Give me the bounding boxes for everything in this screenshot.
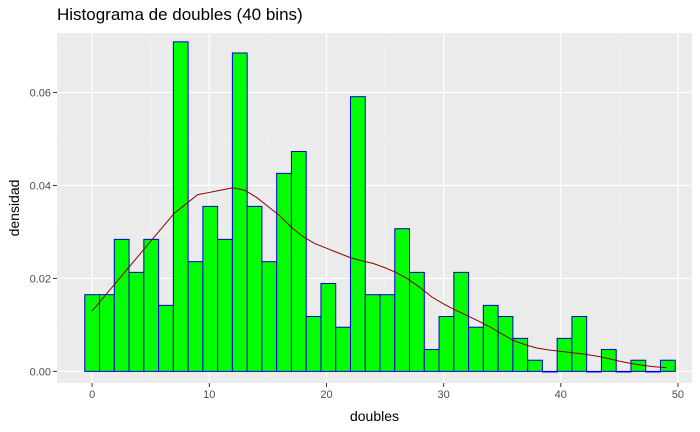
histogram-bar [468, 326, 484, 372]
histogram-bar [246, 205, 263, 372]
histogram-bar [172, 41, 189, 372]
histogram-bar [571, 316, 588, 372]
histogram-bar [659, 359, 676, 372]
y-tick-label: 0.06 [30, 87, 51, 99]
histogram-bar [158, 304, 174, 372]
histogram-bar [113, 238, 130, 372]
histogram-bar [600, 349, 617, 372]
histogram-bar [394, 228, 411, 372]
histogram-bar [423, 349, 440, 372]
histogram-bar [645, 370, 661, 373]
histogram-bar [409, 271, 425, 372]
histogram-bars [84, 41, 676, 373]
histogram-bar [527, 359, 543, 372]
histogram-bar [512, 337, 529, 372]
y-tick-label: 0.04 [30, 180, 51, 192]
histogram-bar [290, 151, 307, 372]
histogram-bar [320, 283, 337, 372]
y-axis-title: densidad [6, 180, 22, 237]
histogram-bar [482, 304, 499, 372]
x-tick-label: 40 [555, 389, 567, 401]
x-tick-label: 20 [320, 389, 332, 401]
histogram-bar [586, 370, 602, 373]
x-tick-label: 30 [437, 389, 449, 401]
histogram-bar [261, 261, 278, 372]
x-axis-ticks: 0 10 20 30 40 50 [89, 383, 684, 401]
histogram-bar [453, 271, 470, 372]
y-axis-ticks: 0.00 0.02 0.04 0.06 [30, 87, 57, 378]
x-tick-label: 50 [672, 389, 684, 401]
x-tick-label: 10 [203, 389, 215, 401]
x-axis-title: doubles [350, 408, 399, 424]
histogram-bar [187, 261, 204, 372]
histogram-bar [497, 316, 514, 372]
histogram-bar [202, 205, 219, 372]
histogram-bar [84, 294, 101, 372]
histogram-bar [335, 326, 351, 372]
histogram-bar [364, 294, 381, 372]
histogram-bar [217, 238, 233, 372]
histogram-bar [276, 172, 292, 372]
y-tick-label: 0.02 [30, 273, 51, 285]
histogram-bar [438, 316, 455, 372]
histogram-bar [99, 294, 115, 372]
histogram-bar [615, 370, 632, 373]
density-curve [91, 187, 667, 369]
x-tick-label: 0 [89, 389, 95, 401]
histogram-bar [541, 370, 558, 373]
histogram-bar [231, 52, 248, 372]
histogram-bar [556, 337, 573, 372]
histogram-bar [143, 238, 160, 372]
histogram-bar [379, 294, 396, 372]
y-tick-label: 0.00 [30, 366, 51, 378]
chart-title: Histograma de doubles (40 bins) [57, 5, 303, 24]
histogram-bar [128, 271, 145, 372]
histogram-bar [349, 96, 366, 372]
histogram-bar [305, 316, 322, 372]
